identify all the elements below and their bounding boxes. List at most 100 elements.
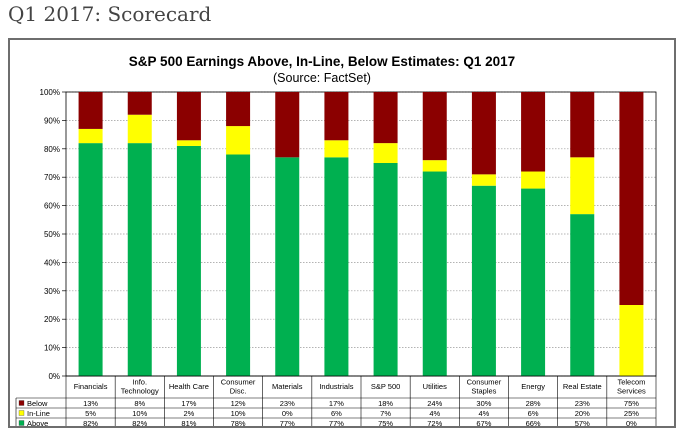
page-title: Q1 2017: Scorecard [8,2,212,26]
data-label-in-line: 4% [478,409,489,418]
bar-above-2 [176,145,201,376]
data-label-below: 23% [575,399,590,408]
data-label-in-line: 10% [132,409,147,418]
data-label-below: 30% [476,399,491,408]
bar-in-line-8 [471,174,496,186]
bar-below-6 [373,92,398,144]
x-category-label: Utilities [423,382,447,391]
bar-in-line-10 [570,157,595,215]
chart-subtitle: (Source: FactSet) [273,71,371,85]
bar-above-10 [570,214,595,376]
data-label-in-line: 5% [85,409,96,418]
bar-below-8 [471,92,496,175]
x-category-label: Materials [272,382,303,391]
y-tick-label: 20% [44,315,60,324]
y-tick-label: 40% [44,258,60,267]
data-label-above: 77% [329,419,344,426]
data-label-below: 12% [231,399,246,408]
y-tick-label: 60% [44,202,60,211]
gridlines [65,91,657,377]
data-label-below: 18% [378,399,393,408]
bar-above-3 [226,154,251,376]
bar-in-line-1 [127,114,152,144]
data-label-below: 17% [181,399,196,408]
x-category-label: Consumer [467,378,502,387]
bar-above-1 [127,143,152,376]
bar-above-6 [373,163,398,376]
data-label-in-line: 4% [429,409,440,418]
bar-in-line-9 [521,171,546,189]
data-label-in-line: 2% [183,409,194,418]
chart-frame: S&P 500 Earnings Above, In-Line, Below E… [8,38,676,428]
y-tick-label: 50% [44,230,60,239]
data-label-above: 0% [626,419,637,426]
y-tick-label: 90% [44,116,60,125]
x-category-label: Technology [121,387,159,396]
data-label-above: 77% [280,419,295,426]
legend-key-below [18,400,25,406]
data-label-below: 24% [427,399,442,408]
data-label-in-line: 6% [528,409,539,418]
legend-label-above: Above [27,419,48,426]
bar-in-line-2 [176,140,201,146]
data-label-above: 57% [575,419,590,426]
x-category-label: Services [617,387,646,396]
bar-below-5 [324,92,349,141]
chart-title: S&P 500 Earnings Above, In-Line, Below E… [129,54,515,69]
x-category-label: Telecom [617,378,645,387]
bar-above-0 [78,143,103,376]
bar-above-4 [275,157,300,376]
data-label-above: 82% [83,419,98,426]
data-label-below: 13% [83,399,98,408]
data-label-above: 81% [181,419,196,426]
bar-in-line-7 [422,160,447,172]
legend-label-below: Below [27,399,48,408]
bar-in-line-6 [373,143,398,163]
x-category-label: Financials [74,382,108,391]
data-label-above: 67% [476,419,491,426]
data-label-below: 17% [329,399,344,408]
x-category-label: Industrials [319,382,353,391]
stacked-bar-chart: S&P 500 Earnings Above, In-Line, Below E… [15,54,657,426]
x-category-label: Energy [521,382,545,391]
bar-in-line-5 [324,140,349,158]
x-category-label: Real Estate [563,382,602,391]
y-tick-label: 80% [44,145,60,154]
data-label-below: 28% [526,399,541,408]
bar-below-10 [570,92,595,158]
data-label-in-line: 25% [624,409,639,418]
bar-below-2 [176,92,201,141]
data-label-above: 72% [427,419,442,426]
bar-below-1 [127,92,152,115]
data-label-in-line: 10% [231,409,246,418]
bars [78,92,644,376]
data-table: Financials Info.Technology Health Care Cons… [15,375,657,426]
y-tick-label: 70% [44,173,60,182]
bar-above-8 [471,185,496,376]
y-tick-label: 30% [44,287,60,296]
bar-below-7 [422,92,447,161]
bar-in-line-11 [619,305,644,376]
data-label-above: 66% [526,419,541,426]
bar-below-4 [275,92,300,158]
y-tick-label: 10% [44,344,60,353]
bar-above-7 [422,171,447,376]
data-label-above: 82% [132,419,147,426]
legend-key-in-line [18,410,25,416]
bar-above-9 [521,188,546,376]
bar-in-line-0 [78,128,103,144]
bar-in-line-3 [226,126,251,155]
data-label-above: 78% [231,419,246,426]
x-category-label: Health Care [169,382,209,391]
legend-label-in-line: In-Line [27,409,50,418]
x-category-label: Info. [132,378,147,387]
data-label-in-line: 7% [380,409,391,418]
x-category-label: Disc. [230,387,247,396]
bar-below-3 [226,92,251,127]
bar-below-11 [619,92,644,305]
data-label-below: 8% [134,399,145,408]
data-label-below: 23% [280,399,295,408]
legend-key-above [18,420,25,426]
x-category-label: Staples [471,387,496,396]
bar-below-0 [78,92,103,129]
